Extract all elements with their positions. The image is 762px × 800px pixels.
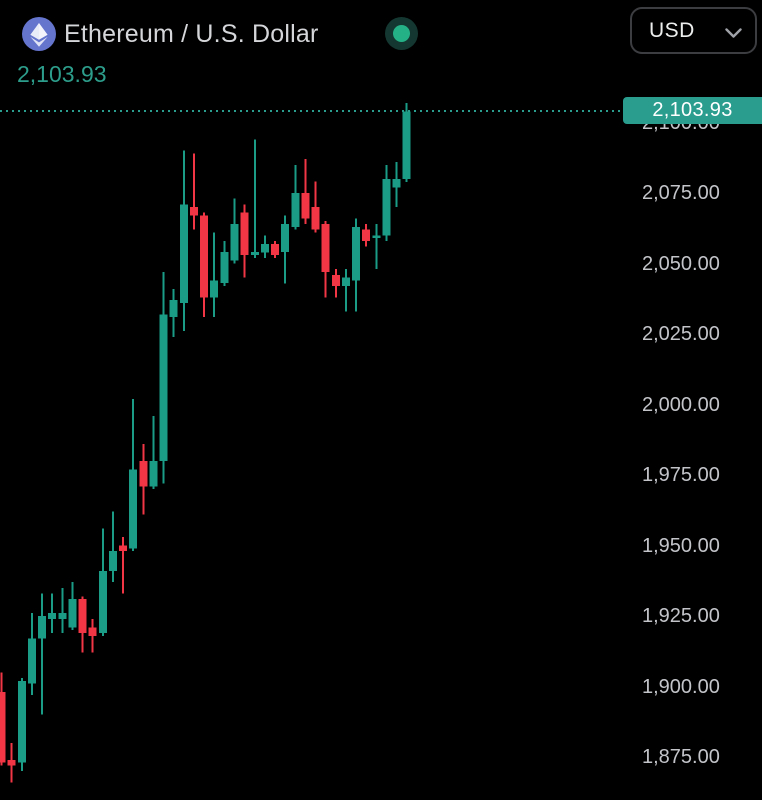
candle-body (58, 613, 67, 619)
candle-body (108, 551, 117, 571)
symbol-title: Ethereum / U.S. Dollar (64, 20, 319, 48)
currency-selector[interactable]: USD (630, 7, 757, 54)
candle-body (149, 460, 158, 487)
candle-body (260, 243, 269, 253)
candle-wick (51, 593, 54, 633)
candle-body (68, 599, 77, 628)
candle-wick (193, 153, 195, 230)
candle-body (210, 280, 219, 298)
candle-body (98, 570, 107, 633)
candle-wick (344, 269, 347, 312)
candle-body (240, 212, 249, 255)
live-indicator-icon (385, 17, 418, 50)
candle-wick (41, 593, 43, 715)
candle-body (301, 193, 310, 219)
candle-wick (304, 159, 307, 225)
candle-body (250, 252, 259, 255)
chevron-down-icon (725, 28, 742, 38)
candle-body (281, 224, 290, 253)
candle-body (38, 616, 46, 639)
candle-body (341, 277, 350, 287)
candle-wick (61, 587, 64, 633)
live-dot (393, 25, 410, 42)
candle-body (159, 314, 168, 461)
candle-body (392, 178, 401, 188)
candle-wick (152, 415, 155, 490)
last-price-line (0, 110, 623, 113)
candle-body (291, 193, 300, 227)
candle-body (271, 243, 279, 256)
candle-body (190, 207, 198, 216)
candle-wick (111, 511, 114, 583)
candle-body (372, 235, 381, 239)
candle-body (220, 252, 229, 284)
candle-body (200, 215, 209, 298)
candle-body (331, 274, 340, 287)
candle-body (78, 599, 87, 633)
candle-body (119, 545, 128, 552)
ethereum-icon (22, 17, 56, 51)
candle-body (311, 207, 320, 230)
candle-wick (253, 139, 256, 258)
candle-body (129, 469, 138, 549)
candle-body (169, 300, 178, 318)
candle-body (382, 178, 391, 236)
candle-body (230, 224, 239, 261)
candle-body (139, 460, 148, 487)
header: Ethereum / U.S. Dollar USD 2,103.93 (0, 0, 762, 92)
candle-wick (375, 224, 378, 270)
candle-body (7, 759, 16, 766)
candle-body (48, 613, 57, 619)
header-last-price: 2,103.93 (17, 61, 107, 87)
candle-body (402, 111, 411, 179)
candle-body (179, 204, 188, 303)
candle-body (352, 226, 361, 281)
last-price-badge: 2,103.93 (623, 97, 762, 125)
candle-wick (213, 232, 216, 318)
candle-body (88, 627, 97, 636)
currency-selector-value: USD (649, 18, 695, 42)
candle-body (362, 229, 371, 241)
candle-body (321, 224, 330, 272)
candle-body (17, 680, 26, 763)
last-price-badge-value: 2,103.93 (652, 99, 733, 122)
candle-body (0, 692, 6, 763)
candle-body (27, 638, 36, 684)
candle-wick (122, 537, 125, 594)
